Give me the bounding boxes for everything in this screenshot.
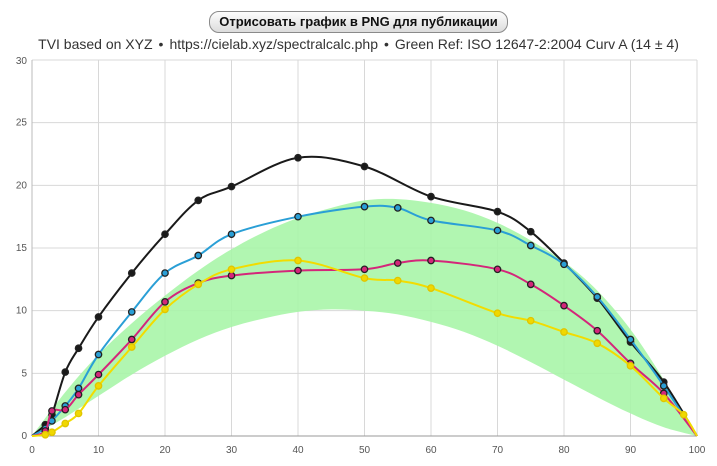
data-point-black [427, 192, 435, 201]
render-png-button[interactable]: Отрисовать график в PNG для публикации [209, 11, 508, 33]
data-point-black [493, 207, 502, 216]
data-point-cyan [94, 350, 103, 359]
subtitle-reference: Green Ref: ISO 12647-2:2004 Curv A (14 ±… [394, 36, 679, 52]
series-line-yellow [31, 259, 698, 437]
y-tick-label: 20 [16, 180, 28, 191]
data-point-black [127, 269, 136, 277]
x-tick-label: 80 [558, 445, 570, 456]
data-point-black [294, 153, 302, 162]
y-tick-label: 0 [21, 431, 27, 442]
x-tick-label: 60 [425, 445, 437, 456]
data-point-cyan [294, 212, 302, 221]
data-point-yellow [360, 274, 369, 282]
x-tick-label: 100 [689, 445, 706, 456]
data-point-magenta [61, 405, 70, 414]
data-point-yellow [659, 394, 668, 403]
y-tick-label: 25 [16, 118, 28, 129]
data-point-magenta [48, 407, 56, 415]
data-point-black [74, 344, 83, 353]
data-point-yellow [61, 419, 70, 428]
y-tick-label: 10 [16, 306, 28, 317]
data-point-yellow [94, 382, 103, 390]
subtitle-title: TVI based on XYZ [38, 36, 153, 52]
subtitle-url: https://cielab.xyz/spectralcalc.php [169, 36, 378, 52]
x-tick-label: 0 [29, 445, 35, 456]
data-point-yellow [427, 284, 435, 292]
data-point-cyan [194, 251, 203, 260]
data-point-magenta [493, 265, 502, 274]
data-point-yellow [48, 428, 56, 437]
data-point-yellow [593, 339, 602, 348]
data-point-magenta [127, 335, 136, 344]
x-tick-label: 70 [492, 445, 504, 456]
data-point-black [94, 313, 103, 321]
data-point-cyan [227, 230, 236, 239]
data-point-cyan [593, 293, 602, 301]
x-tick-label: 50 [359, 445, 371, 456]
data-point-yellow [560, 328, 568, 336]
data-point-yellow [679, 410, 688, 419]
y-tick-label: 15 [16, 243, 28, 254]
data-point-yellow [526, 316, 535, 325]
data-point-black [360, 162, 369, 171]
data-point-cyan [127, 308, 136, 316]
data-point-magenta [393, 259, 402, 267]
y-tick-label: 30 [16, 56, 28, 67]
x-tick-label: 20 [159, 445, 171, 456]
data-point-black [227, 182, 236, 191]
data-point-black [161, 230, 169, 239]
data-point-cyan [560, 260, 568, 269]
data-point-cyan [427, 216, 435, 225]
data-point-yellow [393, 276, 402, 285]
data-point-cyan [393, 204, 402, 212]
data-point-magenta [427, 256, 435, 265]
data-point-yellow [493, 309, 502, 318]
data-point-yellow [294, 256, 302, 265]
data-point-yellow [626, 361, 635, 370]
subtitle-separator: • [158, 36, 164, 52]
data-point-cyan [161, 269, 169, 277]
data-point-magenta [227, 271, 236, 280]
data-point-cyan [74, 384, 83, 393]
chart-subtitle: TVI based on XYZ • https://cielab.xyz/spec… [0, 36, 717, 52]
data-point-yellow [227, 265, 236, 274]
x-tick-label: 10 [93, 445, 105, 456]
data-point-magenta [294, 266, 302, 275]
data-point-yellow [41, 430, 50, 439]
data-point-yellow [194, 280, 203, 289]
reference-band [32, 198, 697, 436]
data-point-cyan [659, 382, 668, 390]
data-point-black [194, 196, 203, 205]
x-tick-label: 30 [226, 445, 238, 456]
data-point-yellow [127, 343, 136, 351]
data-point-yellow [161, 305, 169, 314]
data-point-cyan [493, 226, 502, 235]
data-point-magenta [526, 280, 535, 289]
data-point-cyan [526, 241, 535, 250]
data-point-cyan [626, 335, 635, 344]
x-tick-label: 90 [625, 445, 637, 456]
y-tick-label: 5 [21, 368, 27, 379]
data-point-magenta [560, 301, 568, 310]
data-point-black [526, 227, 535, 236]
data-point-magenta [360, 265, 369, 274]
subtitle-separator: • [384, 36, 389, 52]
data-point-magenta [94, 370, 103, 379]
data-point-black [61, 368, 70, 376]
data-point-cyan [360, 202, 369, 211]
data-point-magenta [593, 326, 602, 335]
data-point-yellow [74, 409, 83, 418]
x-tick-label: 40 [292, 445, 304, 456]
data-point-magenta [161, 298, 169, 306]
data-point-magenta [74, 390, 83, 399]
